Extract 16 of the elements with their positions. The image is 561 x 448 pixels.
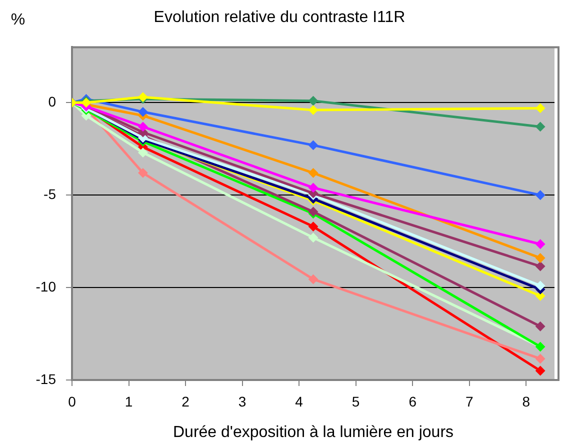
x-tick-label: 8 — [522, 393, 530, 410]
x-tick-label: 4 — [295, 393, 304, 410]
x-tick-label: 6 — [408, 393, 417, 410]
chart-title: Evolution relative du contraste I11R — [154, 9, 406, 26]
x-tick-label: 3 — [238, 393, 246, 410]
x-tick-label: 2 — [182, 393, 190, 410]
x-tick-label: 5 — [352, 393, 360, 410]
x-tick-label: 1 — [124, 393, 133, 410]
y-tick-label: -10 — [36, 278, 56, 294]
y-axis-title: % — [10, 11, 26, 28]
y-tick-label: -15 — [36, 370, 56, 387]
x-tick-label: 0 — [68, 393, 76, 410]
x-tick-label: 7 — [465, 393, 474, 410]
x-axis-title: Durée d'exposition à la lumière en jours — [172, 424, 454, 441]
y-tick-label: -5 — [44, 186, 56, 202]
y-tick-label: 0 — [48, 94, 56, 110]
